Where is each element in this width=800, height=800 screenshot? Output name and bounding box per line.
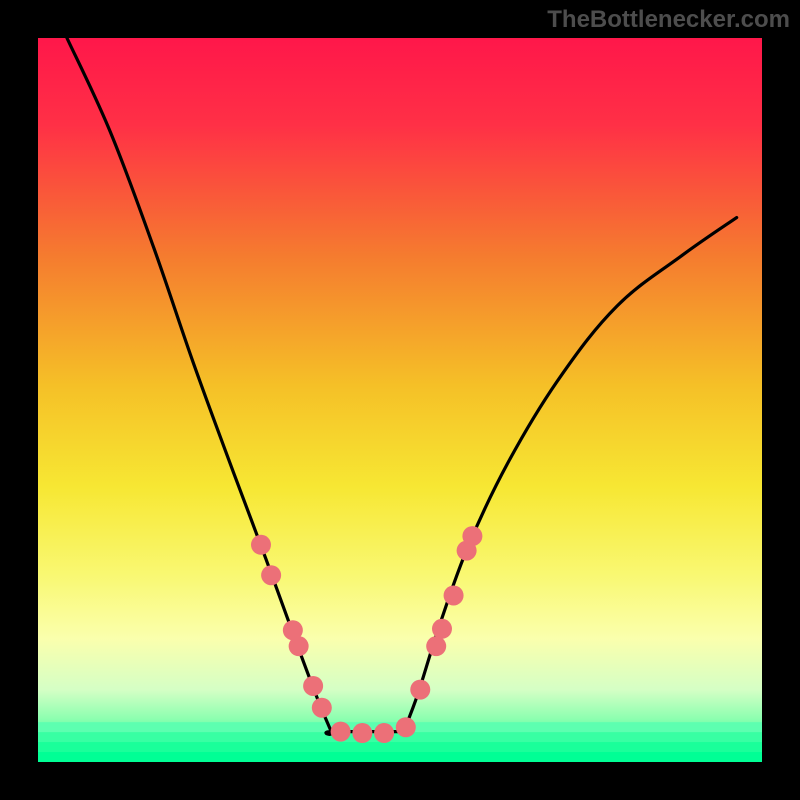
bottleneck-curve-chart [0,0,800,800]
curve-marker [352,723,372,743]
chart-container: TheBottlenecker.com [0,0,800,800]
curve-marker [374,723,394,743]
watermark-text: TheBottlenecker.com [547,6,790,34]
curve-marker [261,565,281,585]
curve-marker [410,680,430,700]
curve-marker [289,636,309,656]
curve-marker [303,676,323,696]
curve-marker [251,535,271,555]
curve-marker [432,619,452,639]
curve-marker [312,698,332,718]
curve-marker [396,717,416,737]
curve-marker [331,722,351,742]
curve-marker [444,585,464,605]
curve-marker [426,636,446,656]
curve-marker [462,526,482,546]
